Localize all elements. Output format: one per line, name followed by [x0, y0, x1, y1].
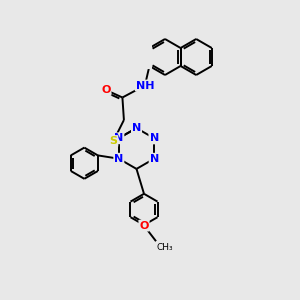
Text: S: S	[110, 136, 117, 146]
Text: O: O	[101, 85, 111, 95]
Text: N: N	[149, 133, 159, 143]
Text: N: N	[149, 154, 159, 164]
Text: N: N	[114, 154, 124, 164]
Text: N: N	[149, 133, 159, 143]
Text: O: O	[139, 220, 149, 231]
Text: CH₃: CH₃	[157, 243, 173, 252]
Text: NH: NH	[136, 80, 154, 91]
Text: N: N	[114, 133, 124, 143]
Text: N: N	[132, 123, 141, 133]
